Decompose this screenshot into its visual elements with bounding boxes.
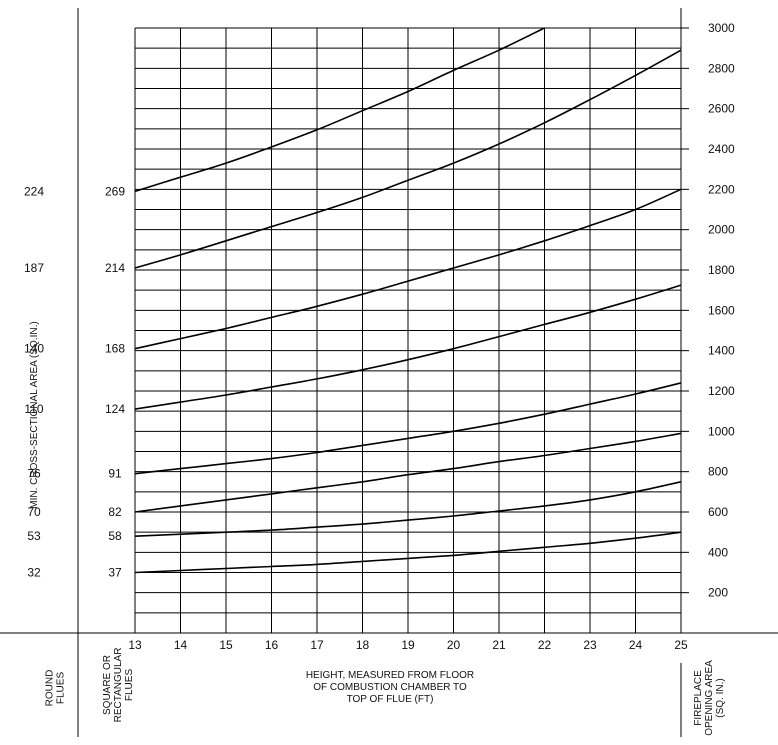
x-tick-label: 21 — [492, 638, 506, 652]
round-flue-size-label: 76 — [27, 467, 41, 481]
right-y-tick-label: 3000 — [708, 21, 735, 35]
right-y-tick-label: 600 — [708, 505, 728, 519]
round-flue-size-label: 53 — [27, 529, 41, 543]
flue-curve-4 — [134, 382, 682, 475]
chart-frame — [0, 8, 778, 737]
x-tick-label: 16 — [265, 638, 279, 652]
x-tick-label: 13 — [128, 638, 142, 652]
right-y-tick-label: 1200 — [708, 384, 735, 398]
right-y-tick-label: 800 — [708, 465, 728, 479]
flue-curve-5 — [134, 284, 682, 410]
y-axis-title: MIN. CROSS-SECTIONAL AREA (SQ.IN.) — [29, 321, 40, 508]
right-y-tick-label: 200 — [708, 586, 728, 600]
right-y-tick-label: 2600 — [708, 102, 735, 116]
x-axis-title-line: OF COMBUSTION CHAMBER TO — [313, 682, 467, 693]
x-tick-label: 20 — [447, 638, 461, 652]
x-tick-label: 19 — [401, 638, 415, 652]
right-y-tick-label: 1400 — [708, 344, 735, 358]
right-y-axis-title-line: OPENING AREA — [704, 660, 715, 736]
x-tick-label: 14 — [174, 638, 188, 652]
square-flues-title-line: SQUARE OR — [102, 655, 113, 715]
square-flue-size-label: 82 — [108, 505, 122, 519]
flue-curve-6 — [134, 188, 682, 350]
x-tick-label: 17 — [310, 638, 324, 652]
x-axis-title-line: TOP OF FLUE (FT) — [347, 694, 434, 705]
x-tick-label: 23 — [583, 638, 597, 652]
right-y-tick-label: 1000 — [708, 424, 735, 438]
square-flues-title-line: FLUES — [124, 669, 135, 702]
square-flue-size-label: 214 — [105, 261, 125, 275]
right-y-axis-title-line: (SQ. IN.) — [715, 678, 726, 717]
right-y-tick-label: 2800 — [708, 61, 735, 75]
round-flue-size-label: 187 — [24, 261, 44, 275]
round-flue-size-label: 70 — [27, 505, 41, 519]
x-tick-label: 18 — [356, 638, 370, 652]
x-axis-title-line: HEIGHT, MEASURED FROM FLOOR — [306, 670, 474, 681]
round-flue-labels: 32 53 70 76 110 140 187 224 — [24, 184, 44, 579]
right-y-tick-label: 400 — [708, 545, 728, 559]
round-flues-title-line: ROUND — [45, 670, 56, 707]
square-flue-size-label: 269 — [105, 184, 125, 198]
round-flue-size-label: 140 — [24, 342, 44, 356]
right-y-tick-label: 2400 — [708, 142, 735, 156]
right-y-tick-label: 2000 — [708, 223, 735, 237]
right-y-tick-label: 1800 — [708, 263, 735, 277]
flue-curve-7 — [134, 49, 682, 269]
round-flue-size-label: 110 — [24, 402, 43, 416]
x-tick-label: 22 — [538, 638, 552, 652]
round-flues-title-line: FLUES — [56, 672, 67, 705]
round-flue-size-label: 224 — [24, 184, 44, 198]
square-flues-title: SQUARE OR RECTANGULAR FLUES — [102, 648, 135, 723]
right-y-tick-label: 2200 — [708, 182, 735, 196]
right-y-axis-title: FIREPLACE OPENING AREA (SQ. IN.) — [693, 660, 726, 736]
grid — [134, 8, 689, 634]
square-flue-size-label: 168 — [105, 342, 125, 356]
flue-curve-1 — [134, 531, 682, 574]
right-y-tick-labels: 200 400 600 800 1000 1200 1400 1600 1800 2000 2200… — [708, 21, 735, 600]
x-tick-labels: 13 14 15 16 17 18 19 20 21 22 23 24 25 — [128, 638, 688, 652]
square-flues-title-line: RECTANGULAR — [113, 648, 124, 723]
x-tick-label: 24 — [629, 638, 643, 652]
square-flue-size-label: 58 — [108, 529, 122, 543]
square-flue-size-label: 91 — [108, 467, 122, 481]
right-y-tick-label: 1600 — [708, 303, 735, 317]
round-flues-title: ROUND FLUES — [45, 670, 67, 707]
round-flue-size-label: 32 — [27, 566, 41, 580]
flue-curve-3 — [134, 432, 682, 513]
square-flue-size-label: 124 — [105, 402, 125, 416]
x-tick-label: 25 — [674, 638, 688, 652]
square-flue-labels: 37 58 82 91 124 168 214 269 — [105, 184, 125, 579]
x-tick-label: 15 — [219, 638, 233, 652]
flue-curves — [134, 27, 682, 574]
flue-curve-8 — [134, 27, 545, 193]
square-flue-size-label: 37 — [108, 566, 122, 580]
right-y-axis-title-line: FIREPLACE — [693, 670, 704, 726]
flue-curve-2 — [134, 481, 682, 537]
